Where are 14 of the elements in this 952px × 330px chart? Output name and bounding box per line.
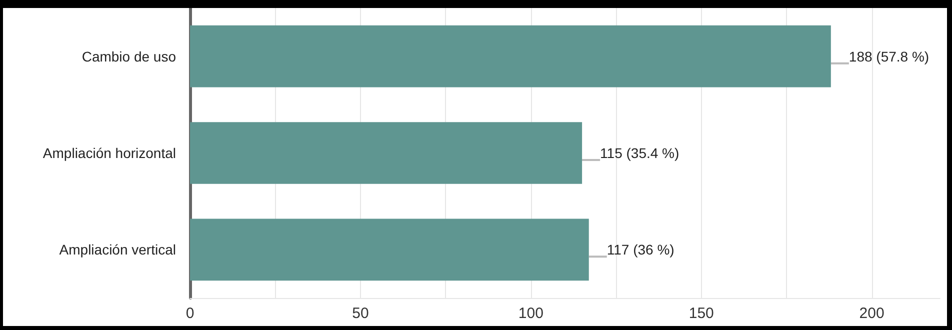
x-tick-label: 100 xyxy=(518,305,544,322)
bar xyxy=(190,25,831,88)
x-tick-label: 50 xyxy=(352,305,369,322)
data-label: 117 (36 %) xyxy=(606,242,674,258)
bar xyxy=(190,218,589,281)
data-label: 188 (57.8 %) xyxy=(848,48,930,64)
x-tick-label: 150 xyxy=(688,305,714,322)
y-tick-label: Ampliación horizontal xyxy=(42,145,176,161)
bar xyxy=(190,122,582,184)
y-tick-label: Ampliación vertical xyxy=(59,242,176,258)
y-tick-label: Cambio de uso xyxy=(82,48,176,64)
x-tick-label: 0 xyxy=(186,305,194,322)
data-label: 115 (35.4 %) xyxy=(600,145,680,161)
x-tick-label: 200 xyxy=(859,305,884,322)
